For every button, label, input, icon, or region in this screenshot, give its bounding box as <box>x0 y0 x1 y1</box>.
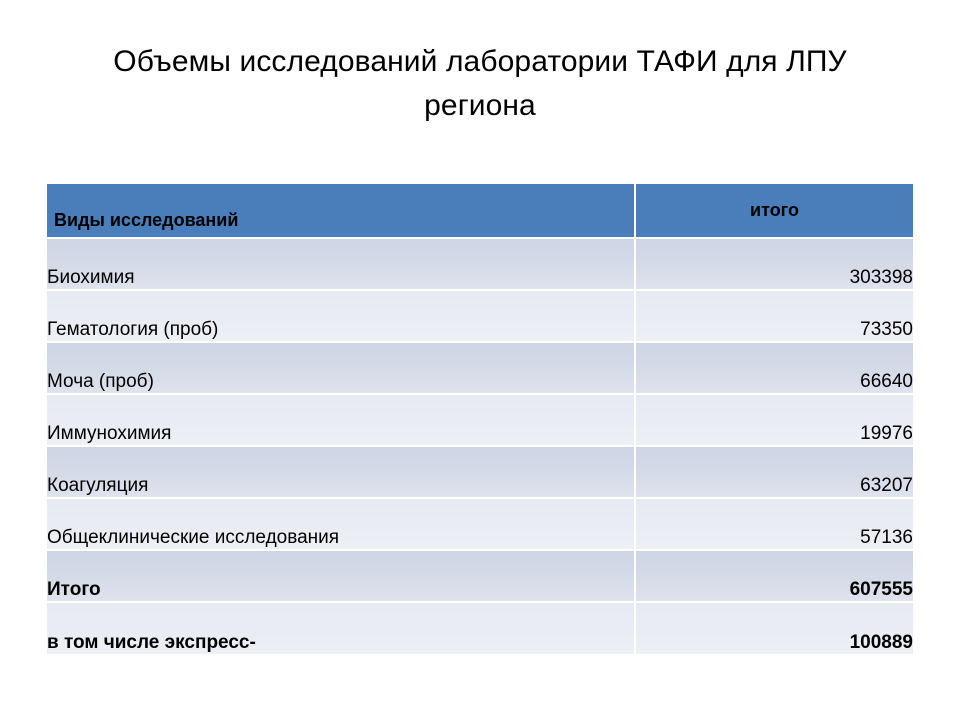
cell-category: Общеклинические исследования <box>47 498 636 551</box>
table-row: Моча (проб) 66640 <box>47 342 913 395</box>
table-row: Иммунохимия 19976 <box>47 394 913 447</box>
table-body: Биохимия 303398 Гематология (проб) 73350… <box>47 238 913 654</box>
table-row: Биохимия 303398 <box>47 238 913 291</box>
table-row-subtotal: в том числе экспресс- 100889 <box>47 602 913 654</box>
cell-total: 73350 <box>635 290 913 343</box>
page-title: Объемы исследований лаборатории ТАФИ для… <box>113 45 847 122</box>
column-header-category: Виды исследований <box>47 184 636 239</box>
cell-category: Биохимия <box>47 238 636 291</box>
cell-category: Гематология (проб) <box>47 290 636 343</box>
column-header-total: итого <box>635 184 913 239</box>
cell-total: 303398 <box>635 238 913 291</box>
cell-total: 57136 <box>635 498 913 551</box>
cell-category-total: Итого <box>47 550 636 603</box>
cell-category: Коагуляция <box>47 446 636 499</box>
cell-category-subtotal: в том числе экспресс- <box>47 602 636 654</box>
cell-total-subtotal: 100889 <box>635 602 913 654</box>
cell-total: 66640 <box>635 342 913 395</box>
cell-total-sum: 607555 <box>635 550 913 603</box>
cell-total: 63207 <box>635 446 913 499</box>
research-volumes-table: Виды исследований итого Биохимия 303398 … <box>47 184 913 654</box>
table-header-row: Виды исследований итого <box>47 184 913 239</box>
cell-category: Моча (проб) <box>47 342 636 395</box>
cell-category: Иммунохимия <box>47 394 636 447</box>
table-row: Общеклинические исследования 57136 <box>47 498 913 551</box>
table-header: Виды исследований итого <box>47 184 913 239</box>
table-row: Гематология (проб) 73350 <box>47 290 913 343</box>
table-row-total: Итого 607555 <box>47 550 913 603</box>
cell-total: 19976 <box>635 394 913 447</box>
table-row: Коагуляция 63207 <box>47 446 913 499</box>
